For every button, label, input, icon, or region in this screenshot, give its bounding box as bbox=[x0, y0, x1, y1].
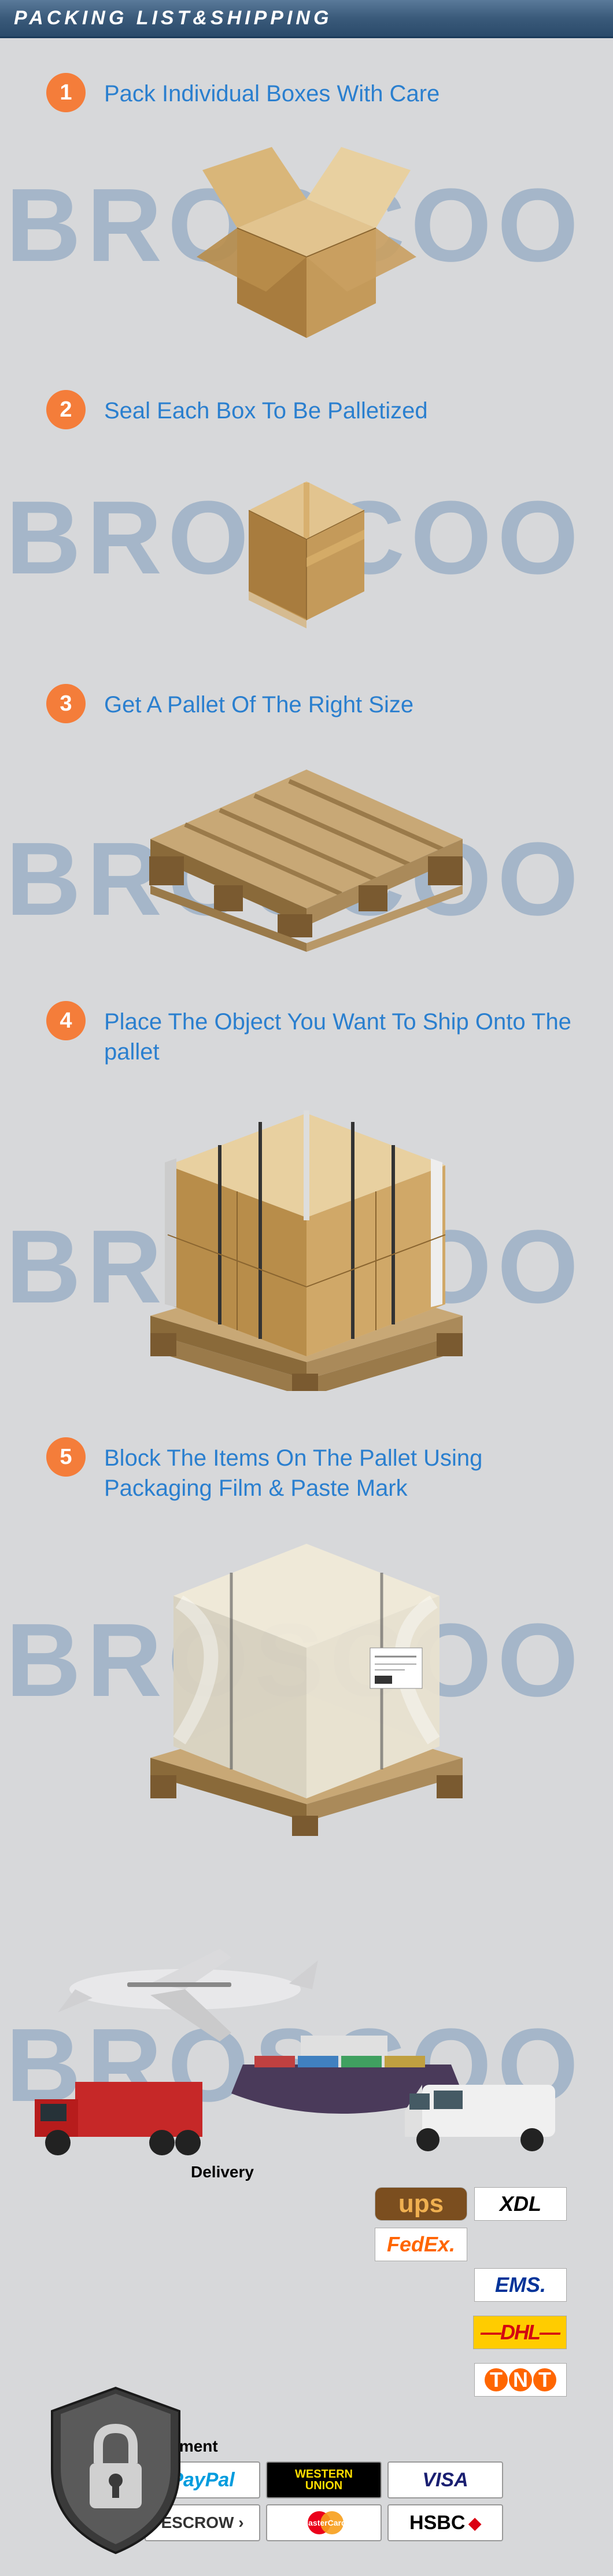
step-row: 1 Pack Individual Boxes With Care bbox=[23, 73, 590, 112]
dhl-logo: —DHL— bbox=[473, 2316, 567, 2349]
delivery-section: Delivery ups XDL FedEx. EMS. —DHL— TNT bbox=[23, 1908, 590, 2437]
sealed-box-illustration bbox=[23, 452, 590, 638]
step-number-badge: 3 bbox=[46, 684, 86, 723]
step-label: Get A Pallet Of The Right Size bbox=[104, 684, 413, 720]
payment-logos: PayPal WESTERN UNION VISA ESCROW › Maste… bbox=[145, 2461, 549, 2541]
hsbc-logo: HSBC◆ bbox=[387, 2504, 503, 2541]
carrier-logos: ups XDL FedEx. EMS. —DHL— TNT bbox=[289, 2187, 567, 2397]
fedex-text-b: Ex. bbox=[424, 2232, 455, 2257]
delivery-vehicles-illustration bbox=[23, 1931, 567, 2163]
payment-section: Payment PayPal WESTERN UNION VISA ESCROW… bbox=[23, 2437, 590, 2576]
fedex-text-a: Fed bbox=[387, 2232, 424, 2257]
wu-a: WESTERN bbox=[295, 2468, 353, 2480]
pallet-illustration bbox=[23, 746, 590, 955]
step-label: Block The Items On The Pallet Using Pack… bbox=[104, 1437, 590, 1503]
step-label: Pack Individual Boxes With Care bbox=[104, 73, 440, 109]
open-box-illustration bbox=[23, 135, 590, 344]
fedex-logo: FedEx. bbox=[375, 2228, 467, 2261]
mc-text: MasterCard bbox=[301, 2518, 346, 2527]
step-number-badge: 4 bbox=[46, 1001, 86, 1040]
step-number-badge: 2 bbox=[46, 390, 86, 429]
section-header: PACKING LIST&SHIPPING bbox=[0, 0, 613, 38]
shield-lock-icon bbox=[40, 2382, 191, 2559]
ems-logo: EMS. bbox=[474, 2268, 567, 2302]
visa-logo: VISA bbox=[387, 2461, 503, 2498]
hsbc-text: HSBC bbox=[409, 2512, 465, 2534]
step-number-badge: 1 bbox=[46, 73, 86, 112]
delivery-label: Delivery bbox=[191, 2163, 567, 2181]
step-row: 4 Place The Object You Want To Ship Onto… bbox=[23, 1001, 590, 1067]
step-label: Seal Each Box To Be Palletized bbox=[104, 390, 428, 426]
step-label: Place The Object You Want To Ship Onto T… bbox=[104, 1001, 590, 1067]
mastercard-logo: MasterCard bbox=[266, 2504, 382, 2541]
content-area: BROSCOO BROSCOO BROSCOO BROSCOO BROSCOO … bbox=[0, 38, 613, 2576]
paypal-b: Pal bbox=[205, 2469, 235, 2492]
step-row: 3 Get A Pallet Of The Right Size bbox=[23, 684, 590, 723]
payment-label: Payment bbox=[150, 2437, 590, 2456]
step-number-badge: 5 bbox=[46, 1437, 86, 1477]
western-union-logo: WESTERN UNION bbox=[266, 2461, 382, 2498]
loaded-pallet-illustration bbox=[23, 1090, 590, 1391]
ups-logo: ups bbox=[375, 2187, 467, 2221]
wrapped-pallet-illustration bbox=[23, 1526, 590, 1839]
step-row: 2 Seal Each Box To Be Palletized bbox=[23, 390, 590, 429]
xdl-logo: XDL bbox=[474, 2187, 567, 2221]
step-row: 5 Block The Items On The Pallet Using Pa… bbox=[23, 1437, 590, 1503]
tnt-logo: TNT bbox=[474, 2363, 567, 2397]
wu-b: UNION bbox=[305, 2480, 342, 2492]
